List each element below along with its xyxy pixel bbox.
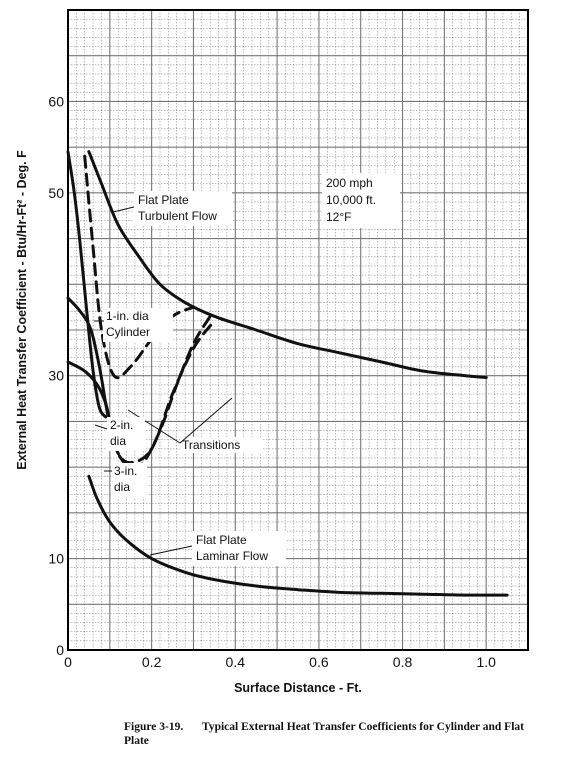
laminar-flow-label-line: Flat Plate (196, 533, 247, 547)
laminar-flow-label-line: Laminar Flow (196, 549, 268, 563)
y-tick-label: 30 (48, 368, 64, 384)
leader-line (94, 424, 108, 430)
y-tick-label: 50 (48, 185, 64, 201)
turbulent-flow-label-background (134, 191, 232, 226)
conditions-label-line: 200 mph (326, 176, 373, 190)
transitions-label-line: Transitions (182, 438, 240, 452)
transitions-label-background (180, 437, 262, 453)
cylinder-3in-label-line: 3-in. (114, 464, 137, 478)
conditions-label-background (322, 173, 400, 228)
cylinder-3in-label: 3-in. dia (111, 463, 147, 497)
leader-line (112, 206, 135, 213)
series-line-1-in-dia-cylinder (66, 150, 108, 419)
y-tick-label: 60 (48, 93, 64, 109)
cylinder-2in-label: 2-in. dia (107, 417, 145, 451)
conditions-label-line: 12°F (326, 210, 351, 224)
series-line-3-in-dia (66, 360, 112, 423)
x-tick-label: 0.4 (226, 654, 246, 670)
x-tick-label: 0.8 (393, 654, 413, 670)
cylinder-2in-label-line: 2-in. (110, 418, 133, 432)
cylinder-1in-label-background (103, 308, 173, 342)
x-tick-label: 0 (64, 654, 72, 670)
figure-caption-text: Typical External Heat Transfer Coefficie… (124, 721, 524, 747)
x-tick-label: 0.2 (142, 654, 162, 670)
cylinder-3in-label-line: dia (114, 480, 130, 494)
transitions-label: Transitions (180, 437, 262, 453)
series-line-flat-plate-turbulent-flow (87, 150, 488, 379)
y-tick-label: 0 (56, 642, 64, 658)
annotations: 200 mph 10,000 ft. 12°F Flat Plate Turbulent… (94, 173, 400, 566)
conditions-label-line: 10,000 ft. (326, 193, 376, 207)
x-tick-label: 0.6 (309, 654, 329, 670)
laminar-flow-label-background (192, 531, 286, 566)
turbulent-flow-label: Flat Plate Turbulent Flow (134, 191, 232, 226)
series-layer (66, 150, 509, 597)
series-line-transition-1-in-dia (83, 154, 195, 380)
cylinder-1in-label-line: Cylinder (106, 325, 150, 339)
laminar-flow-label: Flat Plate Laminar Flow (192, 531, 286, 566)
cylinder-2in-label-background (107, 417, 145, 451)
leader-line (127, 409, 181, 444)
turbulent-flow-label-line: Turbulent Flow (138, 209, 217, 223)
conditions-label: 200 mph 10,000 ft. 12°F (322, 173, 400, 228)
series-line-transition-3-in-dia (108, 314, 212, 470)
tick-labels: 0 0.2 0.4 0.6 0.8 1.0 0 10 30 50 60 (48, 93, 496, 670)
series-line-flat-plate-laminar-flow (87, 474, 509, 597)
figure-caption: Figure 3-19. Typical External Heat Transf… (124, 720, 544, 748)
cylinder-3in-label-background (111, 463, 147, 497)
turbulent-flow-label-line: Flat Plate (138, 193, 189, 207)
cylinder-1in-label-line: 1-in. dia (106, 309, 149, 323)
y-tick-label: 10 (48, 551, 64, 567)
plot-frame (67, 9, 529, 651)
cylinder-1in-label: 1-in. dia Cylinder (103, 308, 173, 342)
leader-line (149, 545, 193, 556)
x-axis-label: Surface Distance - Ft. (234, 681, 362, 695)
figure-number: Figure 3-19. (124, 721, 184, 733)
leader-line (179, 397, 233, 444)
x-tick-label: 1.0 (476, 654, 496, 670)
y-axis-label: External Heat Transfer Coefficient - Btu… (15, 150, 29, 470)
cylinder-2in-label-line: dia (110, 434, 126, 448)
